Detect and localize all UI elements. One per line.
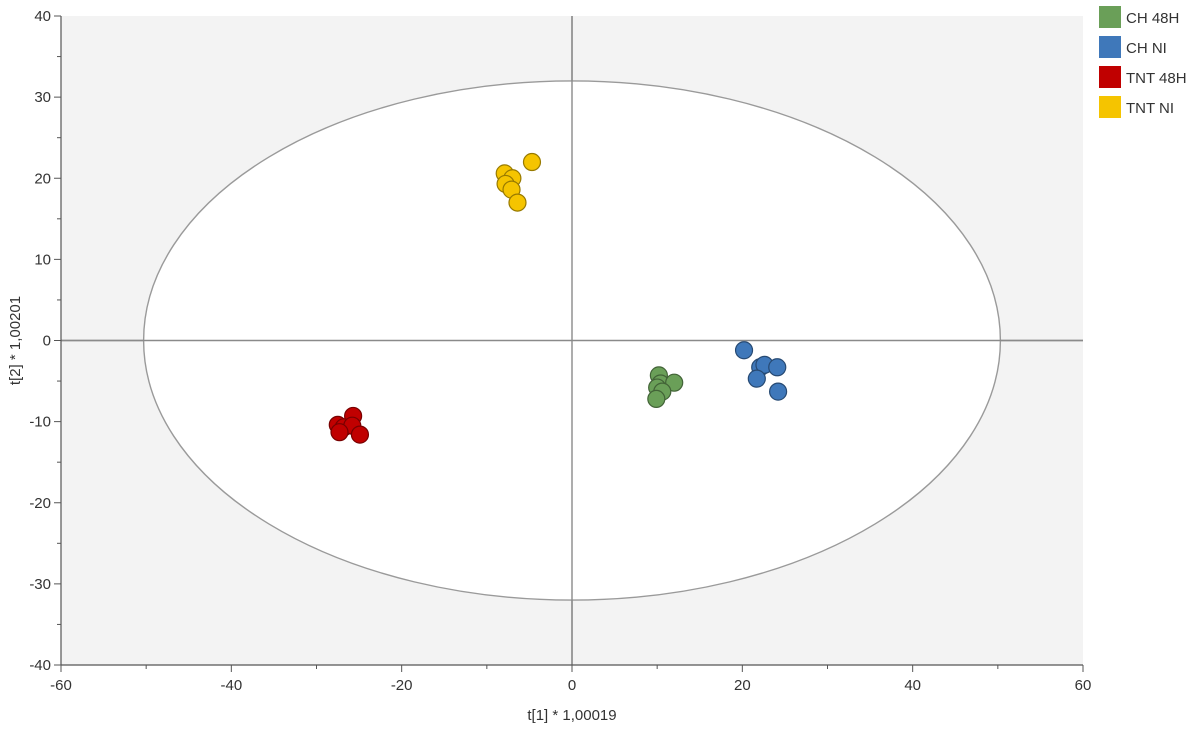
x-tick-label: -60 [50,677,72,694]
y-tick-label: -20 [29,495,51,512]
data-points [328,152,788,444]
legend-swatch [1099,36,1121,58]
data-point [522,152,542,172]
y-tick-label: 40 [34,8,51,25]
legend-label: CH NI [1126,40,1167,57]
data-point [330,423,349,442]
legend-swatch [1099,96,1121,118]
data-point [508,193,527,212]
x-tick-label: 0 [568,677,576,694]
data-point [647,389,666,409]
axes: -60 -40 -20 0 20 40 60 -40 -30 -20 -10 0 10 20 30 40 [29,8,1091,694]
x-tick-label: -20 [391,677,413,694]
series-3 [495,152,542,212]
y-tick-label: -40 [29,657,51,674]
data-point [734,341,754,360]
legend: CH 48H CH NI TNT 48H TNT NI [1099,6,1187,118]
data-point [747,369,766,388]
data-point [768,358,787,377]
legend-swatch [1099,66,1121,88]
y-tick-label: 0 [43,333,51,350]
y-tick-label: -10 [29,414,51,431]
legend-label: CH 48H [1126,10,1179,27]
x-tick-label: 20 [734,677,751,694]
legend-swatch [1099,6,1121,28]
x-tick-label: 40 [904,677,921,694]
series-1 [734,341,788,401]
x-tick-label: -40 [220,677,242,694]
x-tick-label: 60 [1075,677,1092,694]
x-axis-label: t[1] * 1,00019 [527,707,616,724]
legend-label: TNT 48H [1126,70,1187,87]
data-point [350,425,370,444]
y-axis-label: t[2] * 1,00201 [7,296,24,385]
y-tick-label: 10 [34,251,51,268]
series-0 [647,366,684,409]
y-tick-label: 30 [34,89,51,106]
y-tick-label: -30 [29,576,51,593]
y-tick-label: 20 [34,170,51,187]
series-2 [328,406,370,444]
legend-label: TNT NI [1126,100,1174,117]
data-point [769,382,788,401]
